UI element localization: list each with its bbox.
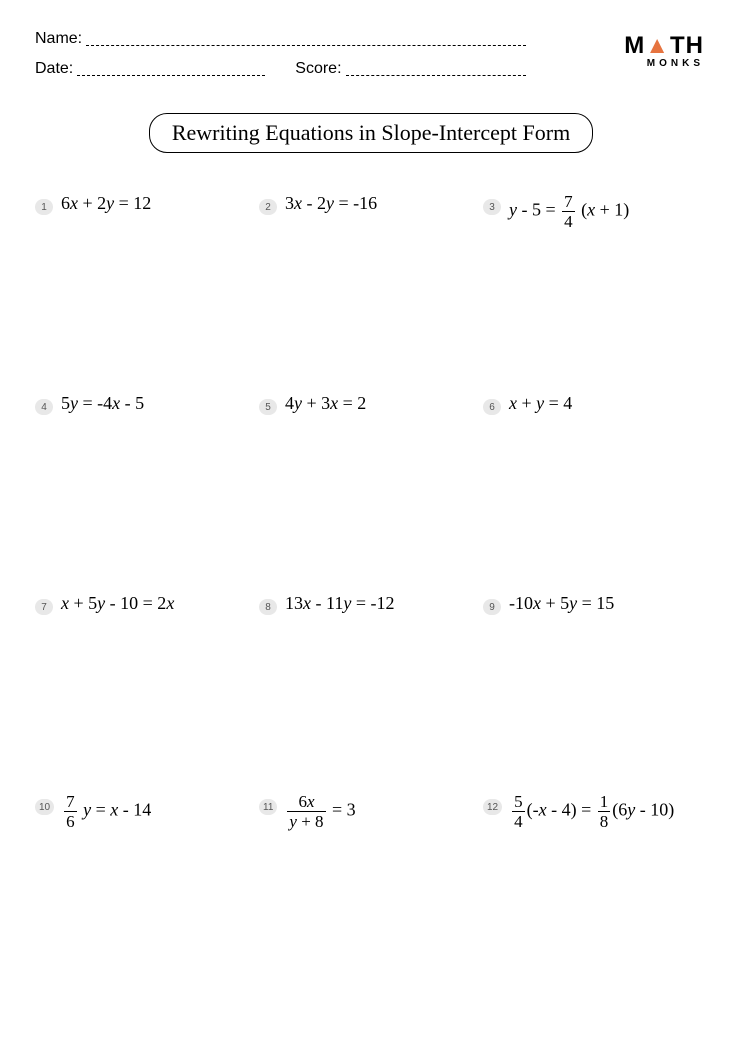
equation-text: 54(-x - 4) = 18(6y - 10) [510,793,674,830]
problem-1: 1 6x + 2y = 12 [35,193,259,393]
title-container: Rewriting Equations in Slope-Intercept F… [35,113,707,153]
logo-triangle-icon: ▲ [645,34,670,58]
name-line [86,45,525,46]
date-line [77,75,265,76]
equation-text: y - 5 = 74 (x + 1) [509,193,629,230]
equation-text: -10x + 5y = 15 [509,593,614,615]
problem-3: 3 y - 5 = 74 (x + 1) [483,193,707,393]
name-label: Name: [35,30,82,48]
equation-text: 3x - 2y = -16 [285,193,377,215]
score-segment: Score: [295,60,525,78]
equation-text: x + 5y - 10 = 2x [61,593,174,615]
logo-m: M [624,32,645,59]
logo-main: M▲TH [624,34,704,58]
score-label: Score: [295,60,341,78]
problem-number-badge: 11 [259,799,277,815]
problem-2: 2 3x - 2y = -16 [259,193,483,393]
problem-number-badge: 3 [483,199,501,215]
problem-8: 8 13x - 11y = -12 [259,593,483,793]
name-row: Name: [35,30,526,48]
equation-text: x + y = 4 [509,393,572,415]
problem-7: 7 x + 5y - 10 = 2x [35,593,259,793]
problem-12: 12 54(-x - 4) = 18(6y - 10) [483,793,707,993]
problem-number-badge: 7 [35,599,53,615]
date-score-row: Date: Score: [35,60,526,78]
problem-number-badge: 12 [483,799,502,815]
equation-text: 5y = -4x - 5 [61,393,144,415]
logo-th: TH [670,32,704,59]
date-segment: Date: [35,60,265,78]
date-label: Date: [35,60,73,78]
problem-5: 5 4y + 3x = 2 [259,393,483,593]
equation-text: 4y + 3x = 2 [285,393,366,415]
equation-text: 6x + 2y = 12 [61,193,151,215]
problem-number-badge: 4 [35,399,53,415]
problem-4: 4 5y = -4x - 5 [35,393,259,593]
problem-number-badge: 2 [259,199,277,215]
equation-text: 76 y = x - 14 [62,793,151,830]
problem-number-badge: 1 [35,199,53,215]
equation-text: 6xy + 8 = 3 [285,793,355,830]
problems-grid: 1 6x + 2y = 12 2 3x - 2y = -16 3 y - 5 = 74 (… [35,193,707,993]
problem-10: 10 76 y = x - 14 [35,793,259,993]
equation-text: 13x - 11y = -12 [285,593,394,615]
problem-6: 6 x + y = 4 [483,393,707,593]
problem-number-badge: 8 [259,599,277,615]
problem-11: 11 6xy + 8 = 3 [259,793,483,993]
problem-number-badge: 10 [35,799,54,815]
logo: M▲TH MONKS [624,34,704,69]
problem-9: 9 -10x + 5y = 15 [483,593,707,793]
logo-sub: MONKS [624,58,704,69]
page-title: Rewriting Equations in Slope-Intercept F… [149,113,593,153]
problem-number-badge: 9 [483,599,501,615]
problem-number-badge: 6 [483,399,501,415]
score-line [346,75,526,76]
problem-number-badge: 5 [259,399,277,415]
